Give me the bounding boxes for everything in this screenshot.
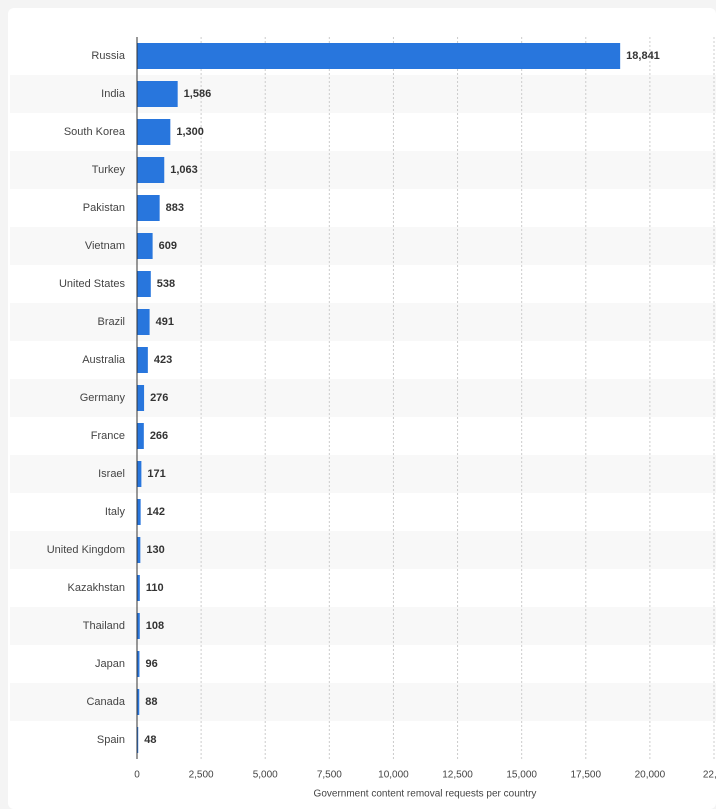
y-tick-label: France	[91, 430, 125, 442]
value-label: 1,300	[176, 126, 204, 138]
bar	[137, 81, 178, 107]
x-axis-label: Government content removal requests per …	[314, 789, 537, 800]
bar	[137, 499, 141, 525]
value-label: 110	[146, 582, 164, 594]
y-tick-label: Spain	[97, 734, 125, 746]
y-tick-label: Israel	[98, 468, 125, 480]
value-label: 538	[157, 278, 175, 290]
value-label: 108	[146, 620, 164, 632]
bar	[137, 613, 140, 639]
bar	[137, 271, 151, 297]
bar	[137, 233, 153, 259]
row-band	[10, 227, 716, 265]
bar	[137, 195, 160, 221]
row-band	[10, 379, 716, 417]
value-label: 1,586	[184, 88, 212, 100]
value-label: 96	[145, 658, 157, 670]
y-tick-label: Turkey	[92, 164, 126, 176]
bar	[137, 385, 145, 411]
bar	[137, 43, 621, 69]
x-tick-label: 17,500	[570, 770, 601, 781]
bar	[137, 461, 142, 487]
x-tick-label: 2,500	[189, 770, 214, 781]
bar	[137, 309, 150, 335]
row-band	[10, 607, 716, 645]
row-band	[10, 303, 716, 341]
y-tick-label: Canada	[86, 696, 125, 708]
value-label: 423	[154, 354, 172, 366]
y-tick-label: South Korea	[64, 126, 126, 138]
bar	[137, 689, 140, 715]
x-tick-label: 22,...	[703, 770, 716, 781]
y-tick-label: Russia	[91, 50, 126, 62]
value-label: 491	[156, 316, 174, 328]
x-tick-label: 12,500	[442, 770, 473, 781]
bar	[137, 347, 148, 373]
bar	[137, 119, 171, 145]
bar	[137, 423, 144, 449]
value-label: 171	[147, 468, 165, 480]
y-tick-label: Vietnam	[85, 240, 125, 252]
value-label: 142	[147, 506, 165, 518]
bar	[137, 537, 141, 563]
row-band	[10, 531, 716, 569]
x-tick-label: 10,000	[378, 770, 409, 781]
y-tick-label: India	[101, 88, 126, 100]
x-tick-label: 0	[134, 770, 140, 781]
value-label: 88	[145, 696, 157, 708]
y-tick-label: Brazil	[97, 316, 125, 328]
row-band	[10, 75, 716, 113]
x-tick-label: 20,000	[635, 770, 666, 781]
x-tick-label: 15,000	[506, 770, 537, 781]
bar	[137, 727, 139, 753]
value-label: 276	[150, 392, 168, 404]
x-tick-label: 5,000	[253, 770, 278, 781]
value-label: 266	[150, 430, 168, 442]
y-tick-label: United States	[59, 278, 126, 290]
bar	[137, 157, 165, 183]
y-tick-label: Japan	[95, 658, 125, 670]
row-band	[10, 455, 716, 493]
value-label: 609	[159, 240, 177, 252]
y-tick-label: Australia	[82, 354, 126, 366]
value-label: 883	[166, 202, 184, 214]
x-tick-label: 7,500	[317, 770, 342, 781]
bar	[137, 651, 140, 677]
y-tick-label: Italy	[105, 506, 126, 518]
y-tick-label: Germany	[80, 392, 126, 404]
value-label: 1,063	[170, 164, 198, 176]
value-label: 130	[146, 544, 164, 556]
y-tick-label: Pakistan	[83, 202, 125, 214]
value-label: 18,841	[626, 50, 660, 62]
bar	[137, 575, 140, 601]
y-tick-label: Kazakhstan	[68, 582, 125, 594]
row-band	[10, 151, 716, 189]
value-label: 48	[144, 734, 156, 746]
y-tick-label: Thailand	[83, 620, 125, 632]
y-tick-label: United Kingdom	[47, 544, 125, 556]
row-band	[10, 683, 716, 721]
